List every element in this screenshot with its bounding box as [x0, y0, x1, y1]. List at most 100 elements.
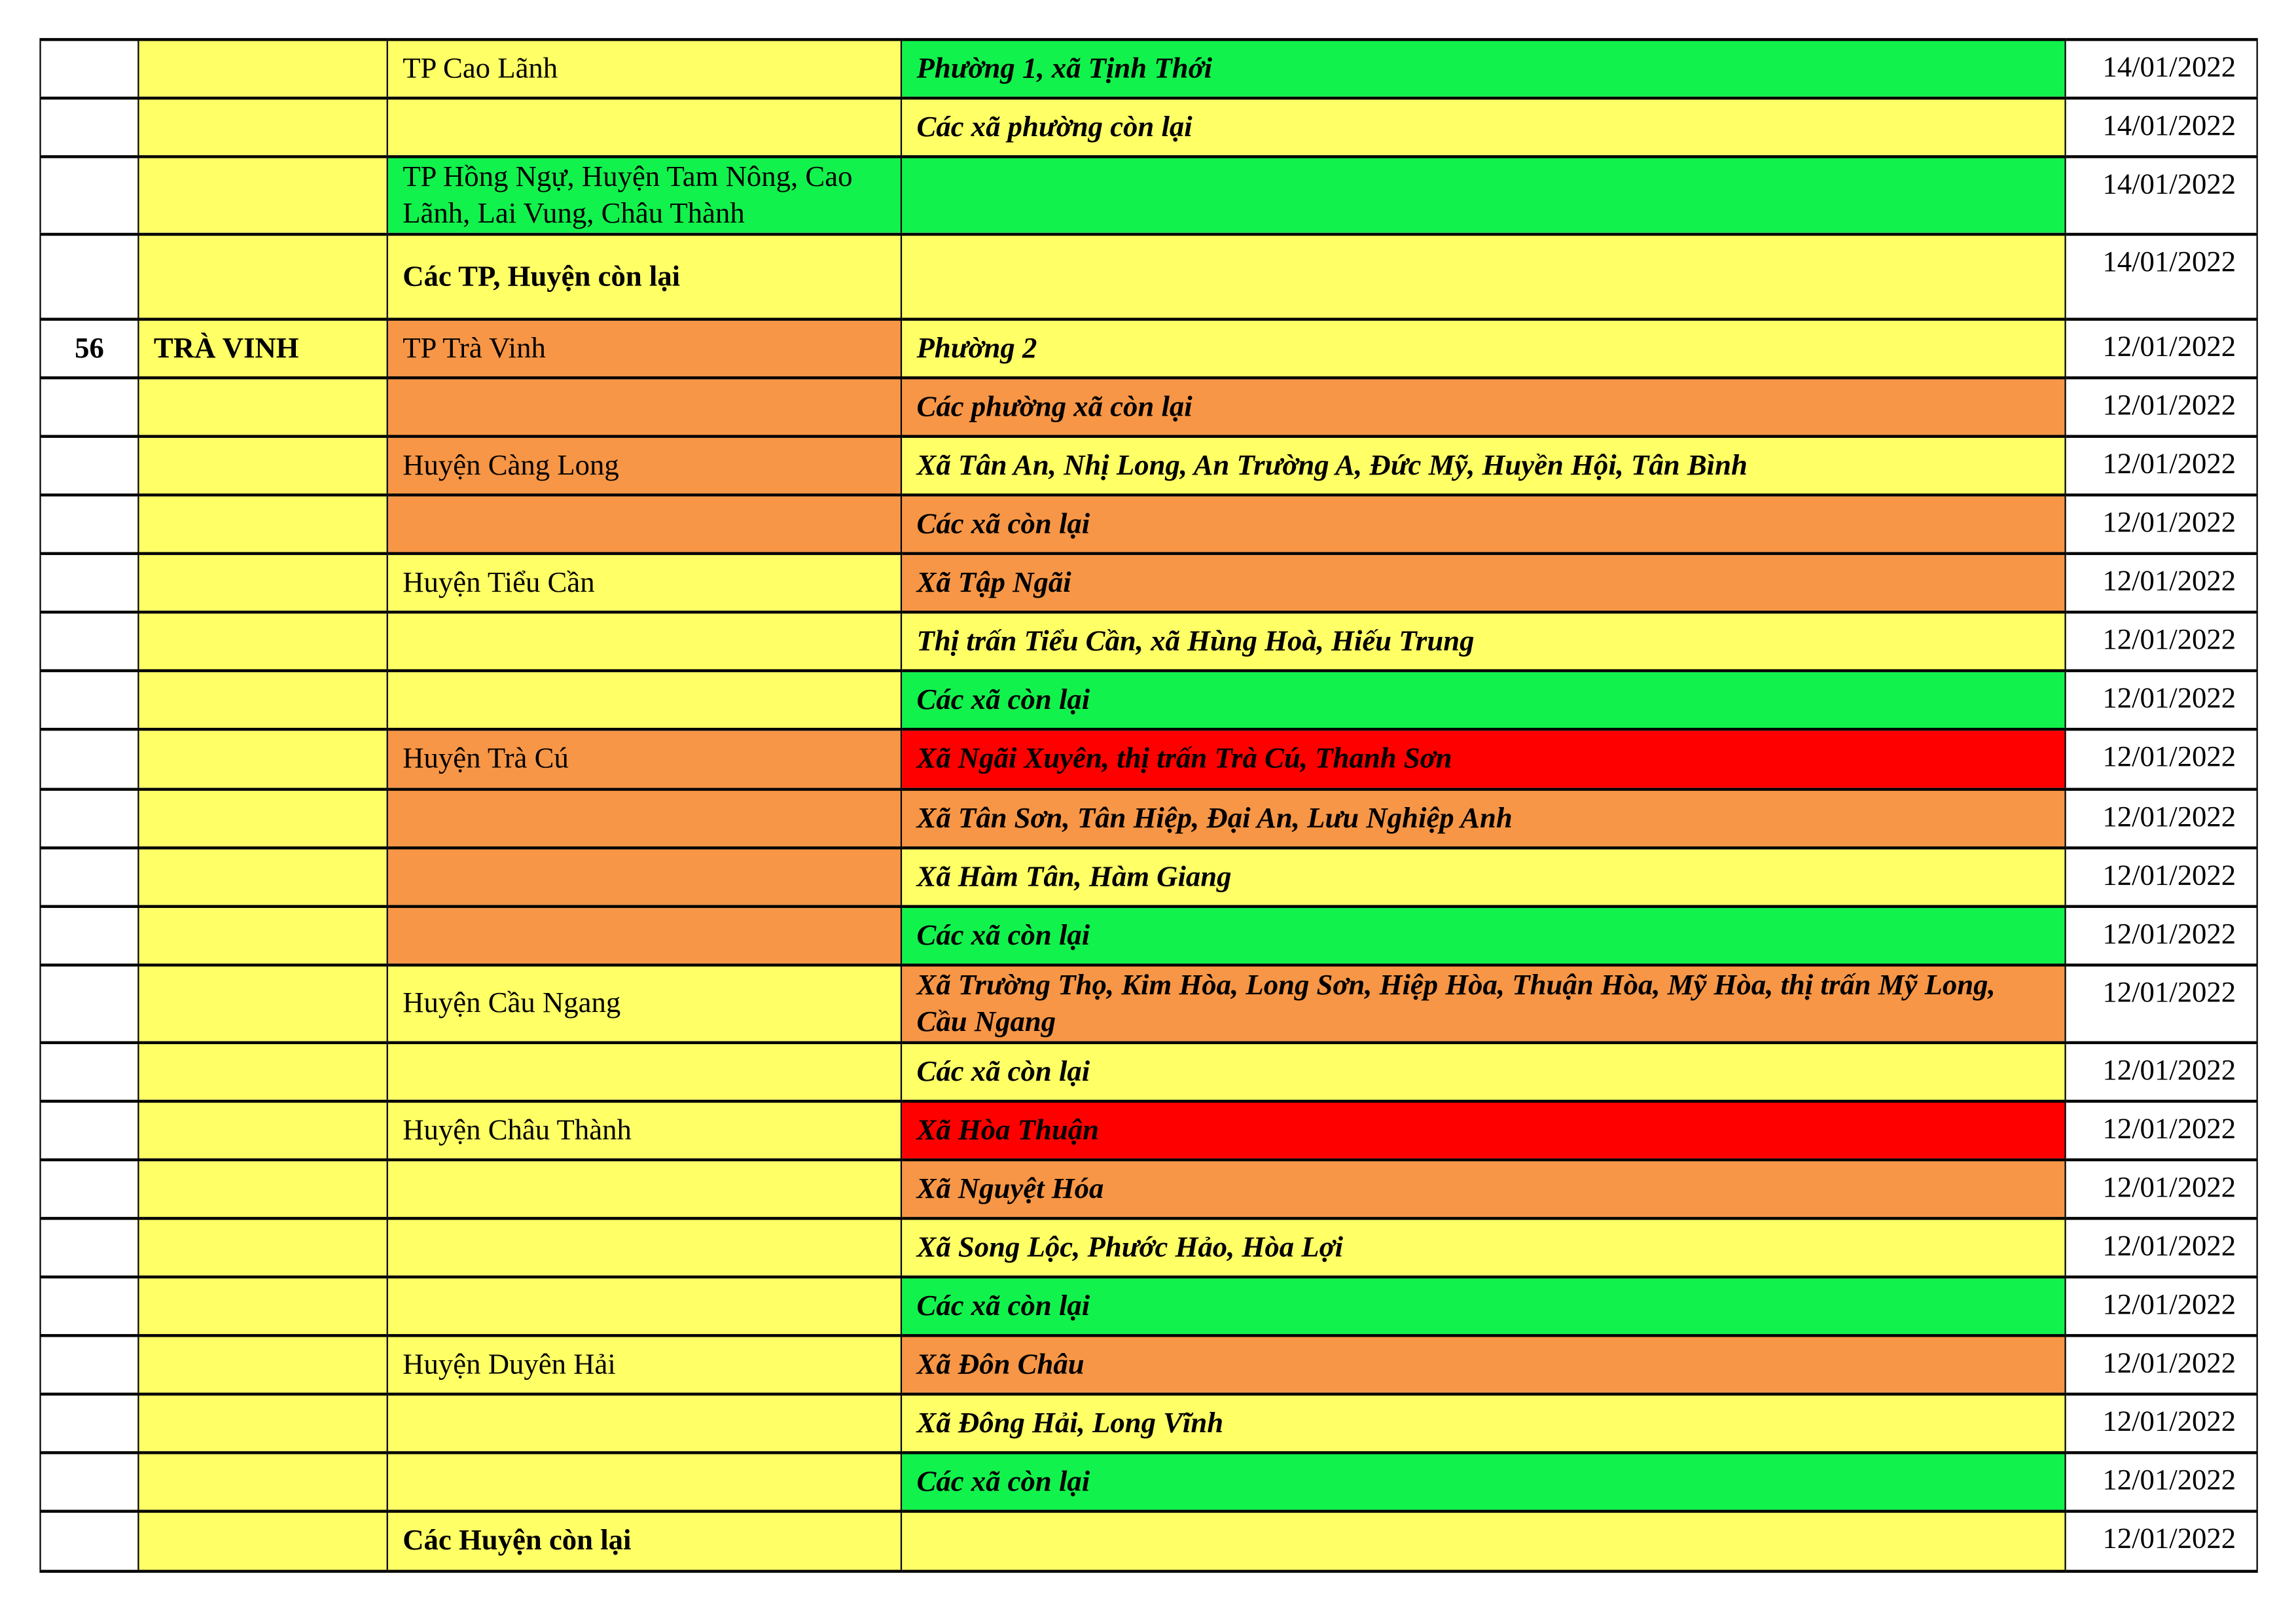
- row-number-cell: [39, 376, 139, 438]
- commune-cell: Xã Hàm Tân, Hàm Giang: [900, 846, 2066, 909]
- table-row: Các xã phường còn lại 14/01/2022: [39, 96, 2258, 158]
- district-cell: TP Trà Vinh: [386, 317, 903, 380]
- district-cell: [386, 846, 903, 909]
- district-cell: [386, 1041, 903, 1103]
- province-cell: [137, 1392, 388, 1454]
- district-cell: Huyện Càng Long: [386, 435, 903, 497]
- table-row: Huyện Tiểu Cần Xã Tập Ngãi 12/01/2022: [39, 552, 2258, 614]
- district-cell: [386, 1392, 903, 1454]
- commune-cell: Các xã còn lại: [900, 905, 2066, 967]
- row-number-cell: [39, 1334, 139, 1396]
- district-cell: [386, 96, 903, 158]
- table-row: TP Hồng Ngự, Huyện Tam Nông, Cao Lãnh, L…: [39, 155, 2258, 236]
- table-row: Huyện Càng Long Xã Tân An, Nhị Long, An T…: [39, 435, 2258, 497]
- row-number-cell: [39, 1509, 139, 1573]
- province-cell: TRÀ VINH: [137, 317, 388, 380]
- province-cell: [137, 96, 388, 158]
- date-cell: 12/01/2022: [2064, 787, 2258, 850]
- district-cell: [386, 787, 903, 850]
- district-cell: Huyện Duyên Hải: [386, 1334, 903, 1396]
- date-cell: 12/01/2022: [2064, 1100, 2258, 1162]
- row-number-cell: [39, 155, 139, 236]
- district-cell: [386, 376, 903, 438]
- date-cell: 14/01/2022: [2064, 155, 2258, 236]
- row-number-cell: [39, 905, 139, 967]
- province-cell: [137, 1041, 388, 1103]
- table-body: TP Cao Lãnh Phường 1, xã Tịnh Thới 14/01/2…: [39, 38, 2258, 1573]
- commune-cell: Xã Hòa Thuận: [900, 1100, 2066, 1162]
- commune-cell: [900, 155, 2066, 236]
- commune-cell: Xã Tân Sơn, Tân Hiệp, Đại An, Lưu Nghiệp…: [900, 787, 2066, 850]
- commune-cell: Phường 1, xã Tịnh Thới: [900, 38, 2066, 100]
- district-cell: Các TP, Huyện còn lại: [386, 232, 903, 321]
- row-number-cell: [39, 1158, 139, 1220]
- province-cell: [137, 155, 388, 236]
- commune-cell: Các xã còn lại: [900, 1275, 2066, 1337]
- commune-cell: Các xã phường còn lại: [900, 96, 2066, 158]
- table-row: Các xã còn lại 12/01/2022: [39, 1451, 2258, 1513]
- date-cell: 12/01/2022: [2064, 1217, 2258, 1279]
- province-cell: [137, 1158, 388, 1220]
- date-cell: 12/01/2022: [2064, 1451, 2258, 1513]
- commune-cell: Xã Trường Thọ, Kim Hòa, Long Sơn, Hiệp H…: [900, 964, 2066, 1045]
- date-cell: 14/01/2022: [2064, 96, 2258, 158]
- table-row: TP Cao Lãnh Phường 1, xã Tịnh Thới 14/01/2…: [39, 38, 2258, 100]
- commune-cell: Xã Nguyệt Hóa: [900, 1158, 2066, 1220]
- province-cell: [137, 669, 388, 731]
- province-cell: [137, 610, 388, 672]
- row-number-cell: [39, 610, 139, 672]
- row-number-cell: [39, 787, 139, 850]
- province-cell: [137, 38, 388, 100]
- date-cell: 12/01/2022: [2064, 376, 2258, 438]
- row-number-cell: [39, 1275, 139, 1337]
- province-cell: [137, 1217, 388, 1279]
- district-cell: [386, 1451, 903, 1513]
- row-number-cell: [39, 232, 139, 321]
- province-cell: [137, 1100, 388, 1162]
- commune-cell: Phường 2: [900, 317, 2066, 380]
- district-cell: TP Hồng Ngự, Huyện Tam Nông, Cao Lãnh, L…: [386, 155, 903, 236]
- district-cell: TP Cao Lãnh: [386, 38, 903, 100]
- date-cell: 12/01/2022: [2064, 727, 2258, 791]
- row-number-cell: [39, 435, 139, 497]
- row-number-cell: [39, 1041, 139, 1103]
- table-row: Xã Nguyệt Hóa 12/01/2022: [39, 1158, 2258, 1220]
- commune-cell: Các xã còn lại: [900, 1041, 2066, 1103]
- table-row: Các xã còn lại 12/01/2022: [39, 1275, 2258, 1337]
- commune-cell: Các phường xã còn lại: [900, 376, 2066, 438]
- row-number-cell: [39, 1451, 139, 1513]
- row-number-cell: [39, 96, 139, 158]
- commune-cell: Xã Tập Ngãi: [900, 552, 2066, 614]
- date-cell: 12/01/2022: [2064, 1041, 2258, 1103]
- province-cell: [137, 787, 388, 850]
- province-cell: [137, 376, 388, 438]
- province-cell: [137, 964, 388, 1045]
- table-row: Xã Hàm Tân, Hàm Giang 12/01/2022: [39, 846, 2258, 909]
- district-cell: Huyện Châu Thành: [386, 1100, 903, 1162]
- date-cell: 14/01/2022: [2064, 38, 2258, 100]
- province-cell: [137, 1509, 388, 1573]
- commune-cell: Các xã còn lại: [900, 1451, 2066, 1513]
- row-number-cell: [39, 1100, 139, 1162]
- date-cell: 12/01/2022: [2064, 905, 2258, 967]
- date-cell: 12/01/2022: [2064, 1275, 2258, 1337]
- table-row: Xã Đông Hải, Long Vĩnh 12/01/2022: [39, 1392, 2258, 1454]
- row-number-cell: [39, 846, 139, 909]
- province-cell: [137, 232, 388, 321]
- commune-cell: Các xã còn lại: [900, 493, 2066, 555]
- table-row: Các Huyện còn lại 12/01/2022: [39, 1509, 2258, 1573]
- commune-cell: [900, 1509, 2066, 1573]
- province-cell: [137, 1451, 388, 1513]
- commune-cell: Thị trấn Tiểu Cần, xã Hùng Hoà, Hiếu Tru…: [900, 610, 2066, 672]
- commune-cell: Xã Đôn Châu: [900, 1334, 2066, 1396]
- row-number-cell: 56: [39, 317, 139, 380]
- commune-cell: Các xã còn lại: [900, 669, 2066, 731]
- row-number-cell: [39, 964, 139, 1045]
- district-cell: [386, 610, 903, 672]
- date-cell: 12/01/2022: [2064, 435, 2258, 497]
- province-cell: [137, 1334, 388, 1396]
- table-row: Huyện Duyên Hải Xã Đôn Châu 12/01/2022: [39, 1334, 2258, 1396]
- province-cell: [137, 1275, 388, 1337]
- table-row: Các phường xã còn lại 12/01/2022: [39, 376, 2258, 438]
